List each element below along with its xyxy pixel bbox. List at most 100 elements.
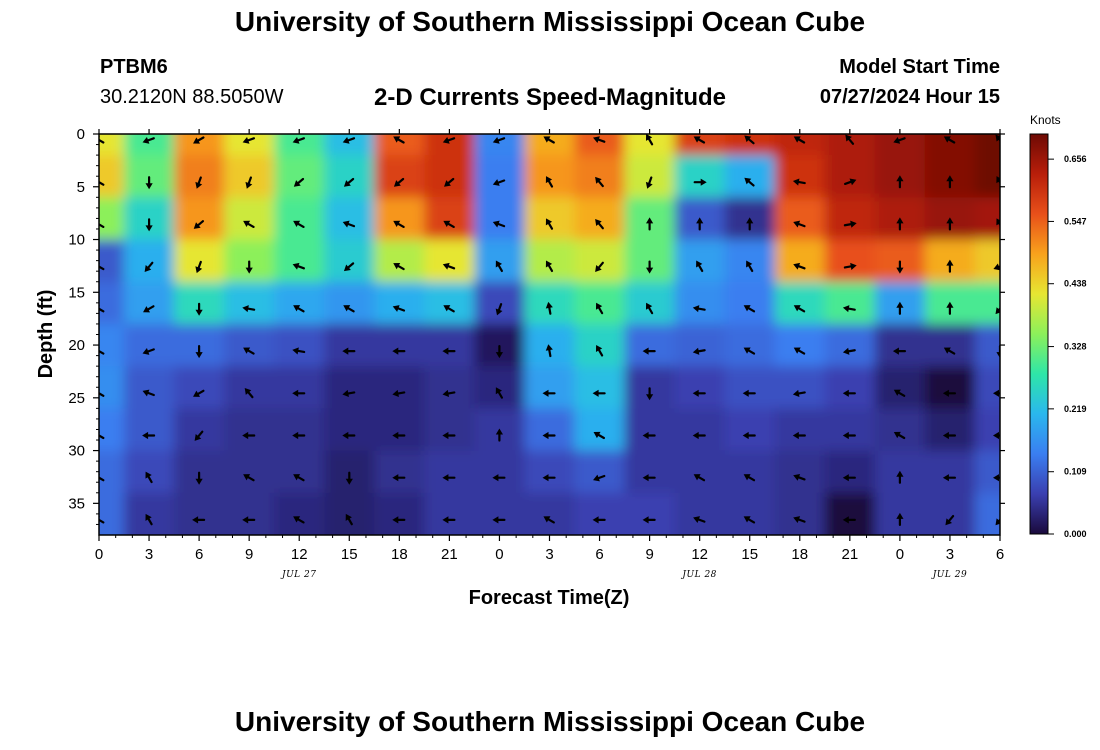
current-arrow bbox=[495, 387, 503, 399]
current-arrow bbox=[842, 516, 856, 524]
heatmap-cell bbox=[774, 366, 826, 410]
x-tick-label: 3 bbox=[145, 546, 153, 563]
current-arrow bbox=[442, 516, 456, 524]
x-tick-label: 6 bbox=[195, 546, 203, 563]
current-arrow bbox=[792, 178, 806, 186]
heatmap-cell bbox=[924, 323, 976, 367]
heatmap-cell bbox=[774, 323, 826, 367]
heatmap-cell bbox=[99, 450, 125, 494]
heatmap-cell bbox=[724, 450, 776, 494]
current-arrow bbox=[195, 302, 203, 316]
current-arrow bbox=[692, 305, 706, 313]
heatmap-cell bbox=[824, 281, 876, 325]
heatmap-cell bbox=[574, 281, 626, 325]
current-arrow bbox=[896, 260, 904, 274]
current-arrow bbox=[892, 347, 907, 355]
x-tick-label: 18 bbox=[791, 546, 808, 563]
colorbar-tick-label: 0.656 bbox=[1064, 154, 1087, 164]
date-label: JUL 29 bbox=[931, 570, 967, 580]
current-arrow bbox=[245, 176, 253, 189]
x-axis-title: Forecast Time(Z) bbox=[469, 587, 630, 609]
heatmap-cell bbox=[124, 408, 175, 452]
current-arrow bbox=[193, 389, 205, 397]
current-arrow bbox=[443, 220, 455, 228]
heatmap-cell bbox=[724, 408, 776, 452]
heatmap-cell bbox=[274, 408, 326, 452]
heatmap-cell bbox=[874, 408, 926, 452]
heatmap-cell bbox=[524, 408, 576, 452]
colorbar-tick-label: 0.000 bbox=[1064, 529, 1087, 539]
heatmap-cell bbox=[674, 492, 726, 535]
current-arrow bbox=[693, 516, 706, 523]
current-arrow bbox=[942, 431, 957, 440]
current-arrow bbox=[442, 431, 456, 440]
heatmap-cell bbox=[474, 197, 526, 241]
y-tick-label: 35 bbox=[68, 495, 85, 512]
current-arrow bbox=[99, 389, 105, 397]
current-arrow bbox=[442, 347, 456, 355]
heatmap-cell bbox=[824, 323, 876, 367]
heatmap-cell bbox=[524, 239, 576, 283]
current-arrow bbox=[393, 177, 405, 187]
current-arrow bbox=[993, 263, 1000, 271]
heatmap-cell bbox=[124, 239, 175, 283]
current-arrow bbox=[743, 516, 756, 524]
current-arrow bbox=[993, 389, 1000, 397]
heatmap-cell bbox=[574, 492, 626, 535]
heatmap-cell bbox=[874, 323, 926, 367]
heatmap-cell bbox=[975, 134, 1000, 156]
heatmap-cell bbox=[624, 408, 676, 452]
current-arrow bbox=[342, 136, 356, 144]
current-arrow bbox=[896, 175, 904, 189]
current-arrow bbox=[693, 474, 706, 482]
heatmap-cell bbox=[624, 134, 676, 156]
current-arrow bbox=[995, 303, 1000, 315]
heatmap-cell bbox=[624, 155, 676, 199]
heatmap-cell bbox=[774, 492, 826, 535]
current-arrow bbox=[145, 218, 153, 232]
current-arrow bbox=[993, 474, 1000, 482]
model-start-value: 07/27/2024 Hour 15 bbox=[819, 86, 1000, 108]
current-arrow bbox=[744, 135, 755, 145]
heatmap-cell bbox=[574, 239, 626, 283]
current-arrow bbox=[896, 217, 904, 231]
heatmap-cell bbox=[424, 492, 476, 535]
heatmap-cell bbox=[374, 281, 426, 325]
heatmap-cell bbox=[924, 366, 976, 410]
heatmap-cell bbox=[274, 155, 326, 199]
heatmap-cell bbox=[124, 450, 175, 494]
current-arrow bbox=[145, 471, 153, 484]
heatmap-cell bbox=[524, 492, 576, 535]
current-arrow bbox=[99, 516, 105, 524]
heatmap-cell bbox=[424, 366, 476, 410]
heatmap-cell bbox=[574, 197, 626, 241]
heatmap-cell bbox=[324, 492, 376, 535]
heatmap-cell bbox=[574, 155, 626, 199]
current-arrow bbox=[896, 512, 904, 527]
current-arrow bbox=[292, 136, 305, 144]
heatmap-cell bbox=[975, 155, 1000, 199]
current-arrow bbox=[392, 431, 406, 440]
current-arrow bbox=[743, 474, 756, 482]
heatmap-cell bbox=[224, 492, 275, 535]
heatmap-cell bbox=[174, 492, 225, 535]
bottom-title: University of Southern Mississippi Ocean… bbox=[234, 706, 866, 737]
colorbar-tick-label: 0.438 bbox=[1064, 279, 1087, 289]
current-arrow bbox=[842, 389, 856, 397]
model-start-label: Model Start Time bbox=[839, 56, 1000, 78]
current-arrow bbox=[192, 516, 206, 524]
heatmap-cell bbox=[874, 366, 926, 410]
heatmap-cell bbox=[574, 408, 626, 452]
current-arrow bbox=[642, 474, 656, 482]
heatmap-cell bbox=[174, 366, 225, 410]
current-arrow bbox=[545, 344, 553, 358]
current-arrow bbox=[243, 347, 255, 355]
current-arrow bbox=[243, 220, 255, 228]
heatmap-cell bbox=[274, 323, 326, 367]
colorbar-unit: Knots bbox=[1030, 113, 1061, 127]
current-arrow bbox=[793, 220, 806, 228]
y-tick-label: 0 bbox=[77, 126, 85, 143]
heatmap-cell bbox=[674, 408, 726, 452]
station-id: PTBM6 bbox=[100, 56, 168, 78]
heatmap-cell bbox=[524, 450, 576, 494]
